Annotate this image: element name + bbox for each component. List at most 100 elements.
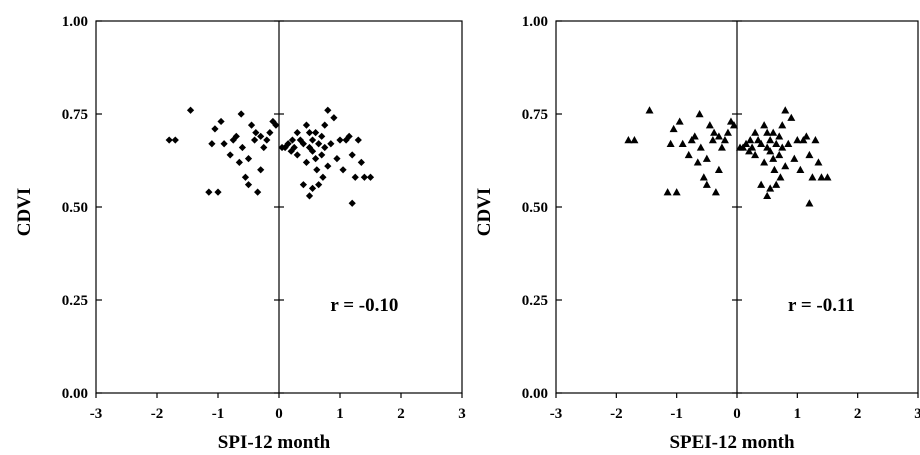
data-point-diamond (220, 140, 228, 148)
data-point-triangle (799, 136, 808, 144)
data-point-diamond (171, 136, 179, 144)
x-axis-title: SPEI-12 month (669, 432, 795, 453)
y-tick-label: 0.25 (62, 293, 88, 309)
data-point-triangle (751, 150, 760, 159)
data-point-triangle (751, 128, 760, 136)
data-point-diamond (247, 121, 256, 129)
data-point-triangle (763, 128, 772, 136)
data-point-triangle (714, 165, 723, 173)
y-axis-title: CDVI (474, 188, 495, 237)
x-tick-label: 3 (458, 406, 466, 422)
data-point-triangle (687, 136, 696, 144)
data-point-diamond (342, 136, 350, 144)
data-point-triangle (781, 162, 790, 170)
data-point-diamond (345, 132, 353, 140)
data-point-triangle (811, 136, 820, 144)
data-point-triangle (710, 128, 719, 136)
data-point-triangle (770, 165, 779, 173)
x-tick-label: -2 (610, 406, 623, 422)
data-point-diamond (318, 132, 326, 140)
data-point-triangle (711, 188, 720, 196)
data-point-triangle (817, 173, 826, 181)
data-point-triangle (663, 188, 672, 196)
data-point-diamond (308, 136, 317, 144)
data-point-triangle (726, 117, 735, 125)
data-point-diamond (324, 162, 332, 170)
data-point-triangle (702, 180, 711, 188)
data-point-diamond (308, 147, 317, 155)
data-point-diamond (257, 166, 265, 174)
data-point-diamond (339, 166, 347, 174)
data-point-diamond (336, 136, 344, 144)
data-point-triangle (805, 150, 814, 159)
y-tick-label: 1.00 (62, 14, 88, 30)
data-point-diamond (354, 136, 362, 144)
data-point-diamond (208, 140, 216, 148)
data-point-diamond (330, 114, 338, 122)
data-point-triangle (802, 132, 811, 140)
data-point-diamond (238, 143, 246, 152)
data-point-diamond (232, 132, 240, 140)
data-point-diamond (315, 181, 323, 189)
data-point-diamond (296, 136, 304, 144)
data-point-triangle (781, 106, 790, 114)
data-point-triangle (672, 188, 681, 196)
data-point-triangle (742, 139, 751, 147)
data-point-triangle (695, 110, 704, 118)
data-point-triangle (808, 173, 817, 181)
data-point-diamond (244, 155, 253, 163)
x-tick-label: 2 (397, 406, 405, 422)
data-point-diamond (251, 136, 259, 144)
data-point-diamond (319, 173, 327, 181)
data-point-diamond (293, 151, 301, 159)
x-tick-label: -1 (670, 406, 683, 422)
data-point-triangle (766, 147, 775, 155)
data-point-triangle (745, 147, 754, 155)
data-point-triangle (696, 143, 705, 151)
data-point-triangle (675, 117, 684, 125)
data-point-diamond (305, 192, 314, 200)
data-point-diamond (357, 158, 365, 166)
data-point-triangle (763, 143, 772, 151)
data-point-diamond (214, 188, 222, 196)
data-point-diamond (284, 140, 292, 148)
data-point-diamond (315, 140, 323, 148)
data-point-triangle (766, 136, 775, 144)
data-point-diamond (312, 129, 320, 137)
x-tick-label: 0 (275, 406, 283, 422)
data-point-diamond (290, 143, 298, 152)
scatter-panel-right: 0.00 0.25 0.50 0.75 1.00 -3 -2 -1 0 1 2 3 SPEI-12 mo… (474, 14, 920, 453)
x-axis-title: SPI-12 month (218, 432, 331, 453)
data-point-triangle (748, 143, 757, 151)
data-point-triangle (624, 136, 633, 144)
data-point-triangle (787, 113, 796, 121)
y-tick-label: 0.25 (522, 293, 548, 309)
data-point-triangle (805, 199, 814, 207)
y-axis-title: CDVI (14, 188, 35, 237)
data-point-diamond (327, 140, 335, 148)
data-point-triangle (757, 139, 766, 147)
data-point-diamond (244, 181, 253, 189)
correlation-annotation: r = -0.11 (788, 295, 855, 316)
data-point-diamond (205, 188, 213, 196)
data-point-triangle (714, 132, 723, 140)
data-point-triangle (693, 158, 702, 166)
data-point-triangle (772, 180, 781, 188)
data-point-diamond (235, 158, 243, 166)
x-tick-label: -1 (212, 406, 225, 422)
data-point-triangle (699, 173, 708, 181)
y-tick-label: 0.50 (62, 200, 88, 216)
data-point-triangle (763, 191, 772, 200)
data-point-triangle (778, 121, 787, 129)
data-point-triangle (669, 124, 678, 133)
data-point-triangle (760, 121, 769, 129)
data-point-triangle (645, 106, 654, 114)
data-point-triangle (739, 143, 748, 151)
data-point-diamond (269, 117, 277, 126)
data-point-triangle (823, 173, 832, 181)
data-point-diamond (252, 129, 260, 137)
x-tick-label: -3 (90, 406, 103, 422)
data-point-triangle (769, 128, 778, 136)
data-point-diamond (302, 158, 311, 166)
